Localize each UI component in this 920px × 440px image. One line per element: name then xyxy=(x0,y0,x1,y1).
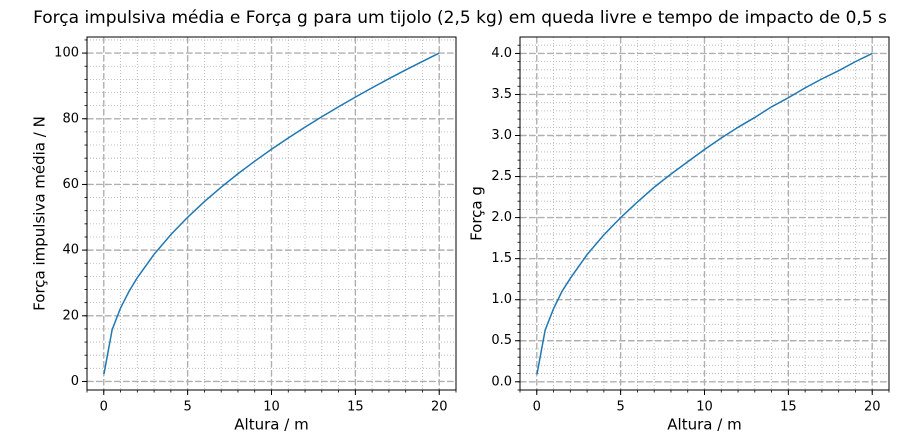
x-tick-label: 10 xyxy=(263,400,280,415)
x-tick-label: 0 xyxy=(533,400,541,415)
y-tick-label: 60 xyxy=(62,177,79,192)
y-tick-label: 2.5 xyxy=(491,169,512,184)
x-tick-label: 5 xyxy=(616,400,624,415)
line-series xyxy=(103,52,440,375)
y-tick-label: 4.0 xyxy=(491,46,512,61)
plot-frame xyxy=(519,36,890,391)
y-tick-label: 0.5 xyxy=(491,333,512,348)
figure-title: Força impulsiva média e Força g para um … xyxy=(33,8,887,28)
y-tick-label: 1.0 xyxy=(491,292,512,307)
y-tick-label: 40 xyxy=(62,243,79,258)
y-axis-label: Força impulsiva média / N xyxy=(31,116,49,311)
x-axis-label: Altura / m xyxy=(667,416,741,434)
y-tick-label: 0 xyxy=(71,374,79,389)
y-tick-label: 3.5 xyxy=(491,87,512,102)
plot-frame xyxy=(86,36,457,391)
y-tick-label: 0.0 xyxy=(491,374,512,389)
x-tick-label: 15 xyxy=(347,400,364,415)
x-axis-label: Altura / m xyxy=(234,416,308,434)
y-tick-label: 1.5 xyxy=(491,251,512,266)
y-tick-label: 80 xyxy=(62,111,79,126)
x-tick-label: 5 xyxy=(183,400,191,415)
y-tick-label: 20 xyxy=(62,308,79,323)
x-tick-label: 15 xyxy=(780,400,797,415)
x-tick-label: 0 xyxy=(100,400,108,415)
y-axis-label: Força g xyxy=(468,186,486,241)
x-tick-label: 10 xyxy=(696,400,713,415)
y-tick-label: 3.0 xyxy=(491,128,512,143)
y-tick-label: 2.0 xyxy=(491,210,512,225)
y-tick-label: 100 xyxy=(54,46,79,61)
x-tick-label: 20 xyxy=(864,400,881,415)
line-series xyxy=(536,52,873,375)
x-tick-label: 20 xyxy=(431,400,448,415)
